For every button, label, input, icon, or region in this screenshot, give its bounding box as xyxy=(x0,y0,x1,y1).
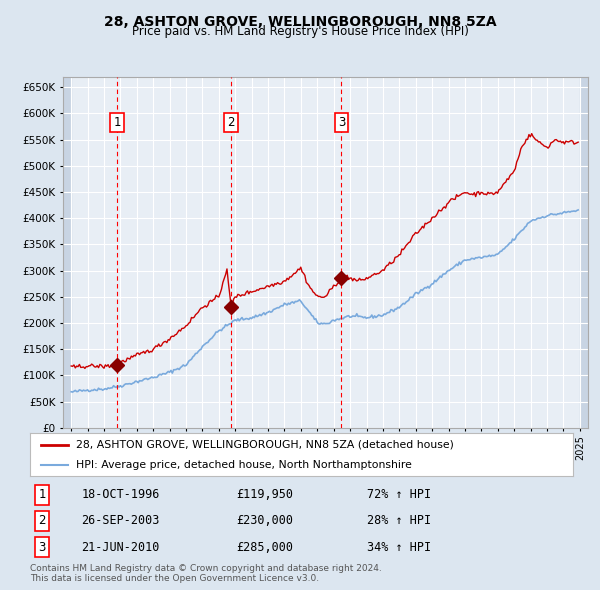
Text: Price paid vs. HM Land Registry's House Price Index (HPI): Price paid vs. HM Land Registry's House … xyxy=(131,25,469,38)
Text: 72% ↑ HPI: 72% ↑ HPI xyxy=(367,489,431,502)
Text: 28, ASHTON GROVE, WELLINGBOROUGH, NN8 5ZA: 28, ASHTON GROVE, WELLINGBOROUGH, NN8 5Z… xyxy=(104,15,496,29)
Text: 34% ↑ HPI: 34% ↑ HPI xyxy=(367,540,431,553)
Text: HPI: Average price, detached house, North Northamptonshire: HPI: Average price, detached house, Nort… xyxy=(76,460,412,470)
Text: £119,950: £119,950 xyxy=(236,489,293,502)
Bar xyxy=(580,77,588,428)
Text: £285,000: £285,000 xyxy=(236,540,293,553)
Text: Contains HM Land Registry data © Crown copyright and database right 2024.
This d: Contains HM Land Registry data © Crown c… xyxy=(30,564,382,584)
Text: 28, ASHTON GROVE, WELLINGBOROUGH, NN8 5ZA (detached house): 28, ASHTON GROVE, WELLINGBOROUGH, NN8 5Z… xyxy=(76,440,454,450)
Text: 3: 3 xyxy=(38,540,46,553)
Text: 21-JUN-2010: 21-JUN-2010 xyxy=(82,540,160,553)
Text: 2: 2 xyxy=(38,514,46,527)
Text: 18-OCT-1996: 18-OCT-1996 xyxy=(82,489,160,502)
Text: 3: 3 xyxy=(338,116,345,129)
Text: £230,000: £230,000 xyxy=(236,514,293,527)
Text: 1: 1 xyxy=(113,116,121,129)
Text: 28% ↑ HPI: 28% ↑ HPI xyxy=(367,514,431,527)
Text: 1: 1 xyxy=(38,489,46,502)
Bar xyxy=(63,77,71,428)
Text: 2: 2 xyxy=(227,116,235,129)
Text: 26-SEP-2003: 26-SEP-2003 xyxy=(82,514,160,527)
